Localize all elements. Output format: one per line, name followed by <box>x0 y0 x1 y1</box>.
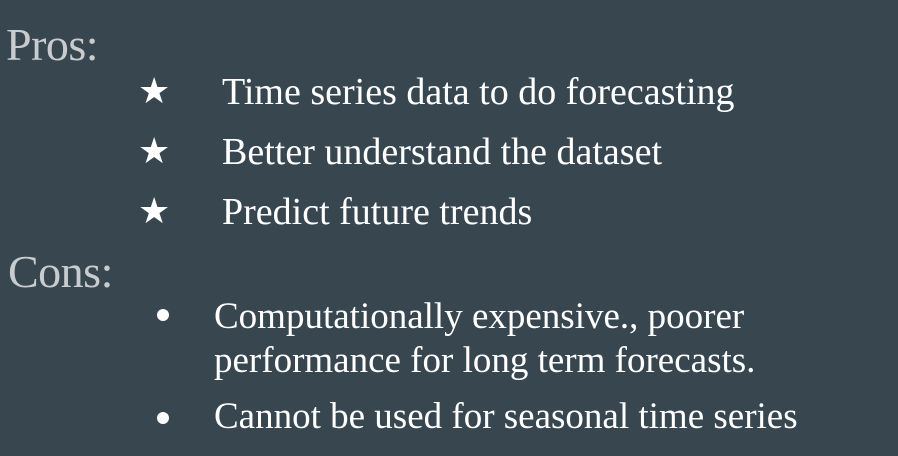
cons-heading: Cons: <box>8 246 113 297</box>
pros-item: ★ Predict future trends <box>138 191 533 233</box>
cons-item-line: Cannot be used for seasonal time series <box>214 396 798 437</box>
pros-item: ★ Better understand the dataset <box>138 131 663 173</box>
pros-item-text: Predict future trends <box>222 191 533 233</box>
cons-item-line: performance for long term forecasts. <box>214 340 756 381</box>
pros-item: ★ Time series data to do forecasting <box>138 71 735 113</box>
pros-item-text: Better understand the dataset <box>222 131 663 173</box>
cons-item: Cannot be used for seasonal time series <box>157 396 798 437</box>
cons-item-line: Computationally expensive., poorer <box>214 296 745 337</box>
star-icon: ★ <box>138 71 171 112</box>
star-icon: ★ <box>138 191 171 232</box>
dot-icon <box>157 412 169 424</box>
pros-item-text: Time series data to do forecasting <box>222 71 735 113</box>
star-icon: ★ <box>138 131 171 172</box>
dot-icon <box>157 309 169 321</box>
cons-item: Computationally expensive., poorer perfo… <box>157 295 756 383</box>
pros-heading: Pros: <box>6 19 99 70</box>
